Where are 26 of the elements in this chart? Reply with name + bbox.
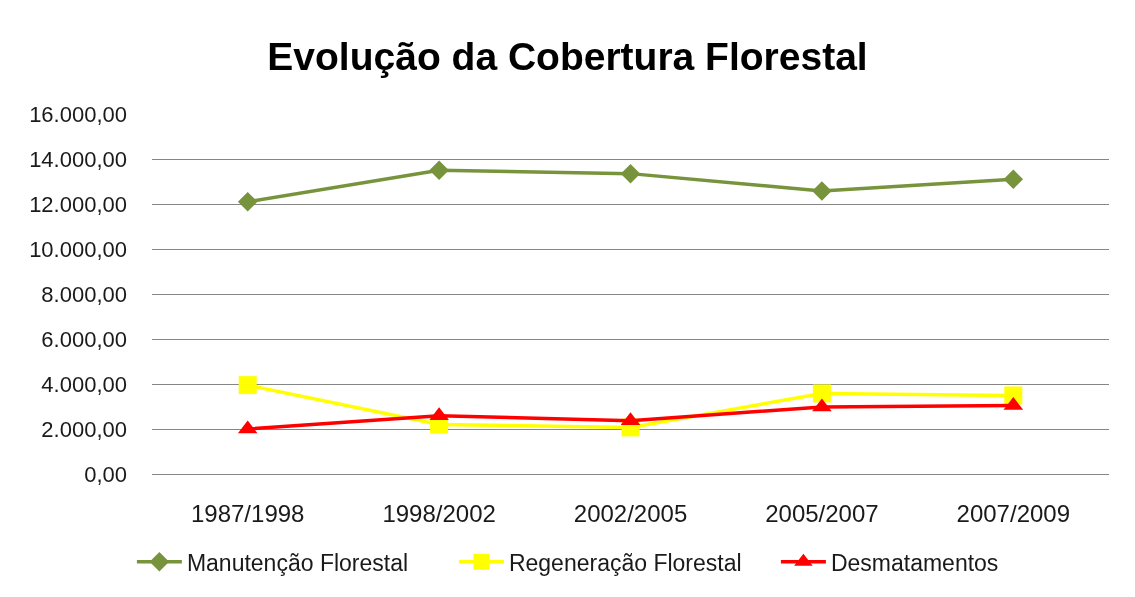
y-tick-label: 10.000,00 <box>29 236 127 262</box>
point <box>1003 169 1024 189</box>
legend-label: Regeneração Florestal <box>508 549 742 576</box>
y-tick-label: 8.000,00 <box>41 281 127 307</box>
chart-title: Evolução da Cobertura Florestal <box>267 34 868 78</box>
x-tick-label: 1998/2002 <box>382 499 496 527</box>
y-tick-label: 2.000,00 <box>41 416 127 442</box>
y-tick-label: 4.000,00 <box>41 371 127 397</box>
x-tick-label: 2007/2009 <box>956 499 1071 527</box>
legend-label: Desmatamentos <box>830 549 999 576</box>
y-tick-label: 0,00 <box>84 461 127 487</box>
point <box>812 181 832 201</box>
point <box>620 163 641 184</box>
y-tick-label: 6.000,00 <box>41 326 127 352</box>
x-tick-label: 1987/1998 <box>190 499 305 527</box>
point <box>237 192 258 212</box>
point <box>238 376 257 395</box>
point <box>812 398 832 412</box>
x-tick-label: 2005/2007 <box>765 499 879 527</box>
legend-label: Manutenção Florestal <box>186 549 409 576</box>
point <box>429 160 449 180</box>
y-tick-label: 12.000,00 <box>29 191 127 217</box>
y-tick-label: 14.000,00 <box>29 146 127 172</box>
x-tick-label: 2002/2005 <box>573 499 688 527</box>
point <box>812 384 831 403</box>
y-tick-label: 16.000,00 <box>29 101 127 127</box>
